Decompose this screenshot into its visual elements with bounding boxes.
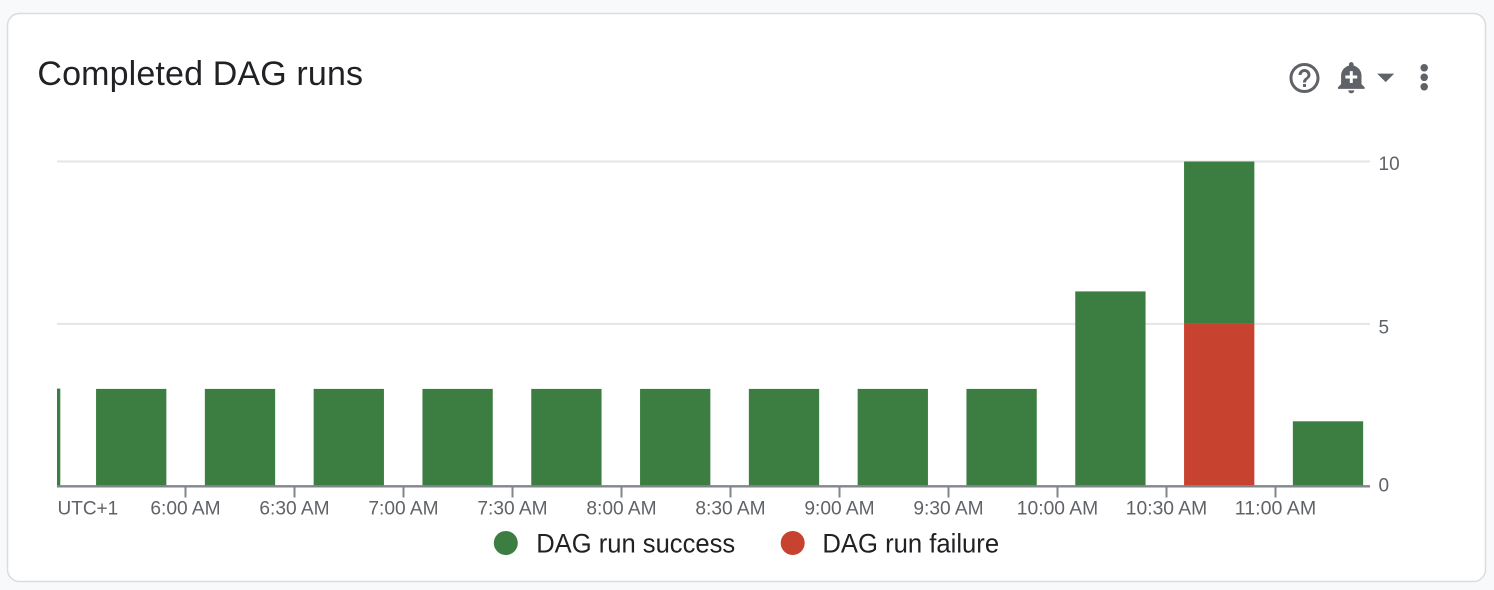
svg-text:7:00 AM: 7:00 AM [368, 499, 438, 520]
svg-text:10:00 AM: 10:00 AM [1017, 499, 1098, 520]
svg-text:8:30 AM: 8:30 AM [695, 499, 765, 520]
svg-text:Completed DAG runs: Completed DAG runs [37, 55, 363, 93]
svg-text:DAG run failure: DAG run failure [822, 529, 999, 559]
svg-text:9:30 AM: 9:30 AM [913, 499, 983, 520]
svg-text:DAG run success: DAG run success [536, 529, 735, 559]
svg-text:8:00 AM: 8:00 AM [586, 499, 656, 520]
svg-text:0: 0 [1379, 476, 1390, 497]
svg-text:11:00 AM: 11:00 AM [1235, 499, 1316, 520]
svg-text:10:30 AM: 10:30 AM [1126, 499, 1207, 520]
svg-text:6:00 AM: 6:00 AM [150, 499, 220, 520]
svg-text:7:30 AM: 7:30 AM [477, 499, 547, 520]
svg-text:6:30 AM: 6:30 AM [259, 499, 329, 520]
svg-text:9:00 AM: 9:00 AM [804, 499, 874, 520]
svg-text:UTC+1: UTC+1 [58, 499, 119, 520]
svg-text:5: 5 [1379, 318, 1390, 339]
svg-text:10: 10 [1379, 154, 1400, 175]
